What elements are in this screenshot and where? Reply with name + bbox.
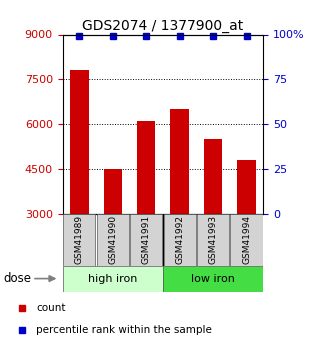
Text: low iron: low iron [191, 274, 235, 284]
Bar [163, 266, 263, 292]
Text: GSM41991: GSM41991 [142, 215, 151, 264]
Bar [63, 214, 95, 266]
Bar [204, 139, 222, 214]
Bar [104, 169, 122, 214]
Bar [97, 214, 129, 266]
Text: count: count [37, 303, 66, 313]
Title: GDS2074 / 1377900_at: GDS2074 / 1377900_at [82, 19, 244, 33]
Text: GSM41990: GSM41990 [108, 215, 117, 264]
Bar [230, 214, 263, 266]
Text: GSM41989: GSM41989 [75, 215, 84, 264]
Bar [197, 214, 229, 266]
Bar [130, 214, 162, 266]
Text: dose: dose [3, 272, 31, 285]
Bar [63, 266, 163, 292]
Text: GSM41993: GSM41993 [209, 215, 218, 264]
Text: percentile rank within the sample: percentile rank within the sample [37, 325, 212, 335]
Bar [137, 121, 155, 214]
Bar [170, 109, 189, 214]
Bar [237, 160, 256, 214]
Text: GSM41992: GSM41992 [175, 215, 184, 264]
Bar [164, 214, 196, 266]
Text: high iron: high iron [88, 274, 137, 284]
Text: GSM41994: GSM41994 [242, 215, 251, 264]
Bar [70, 70, 89, 214]
